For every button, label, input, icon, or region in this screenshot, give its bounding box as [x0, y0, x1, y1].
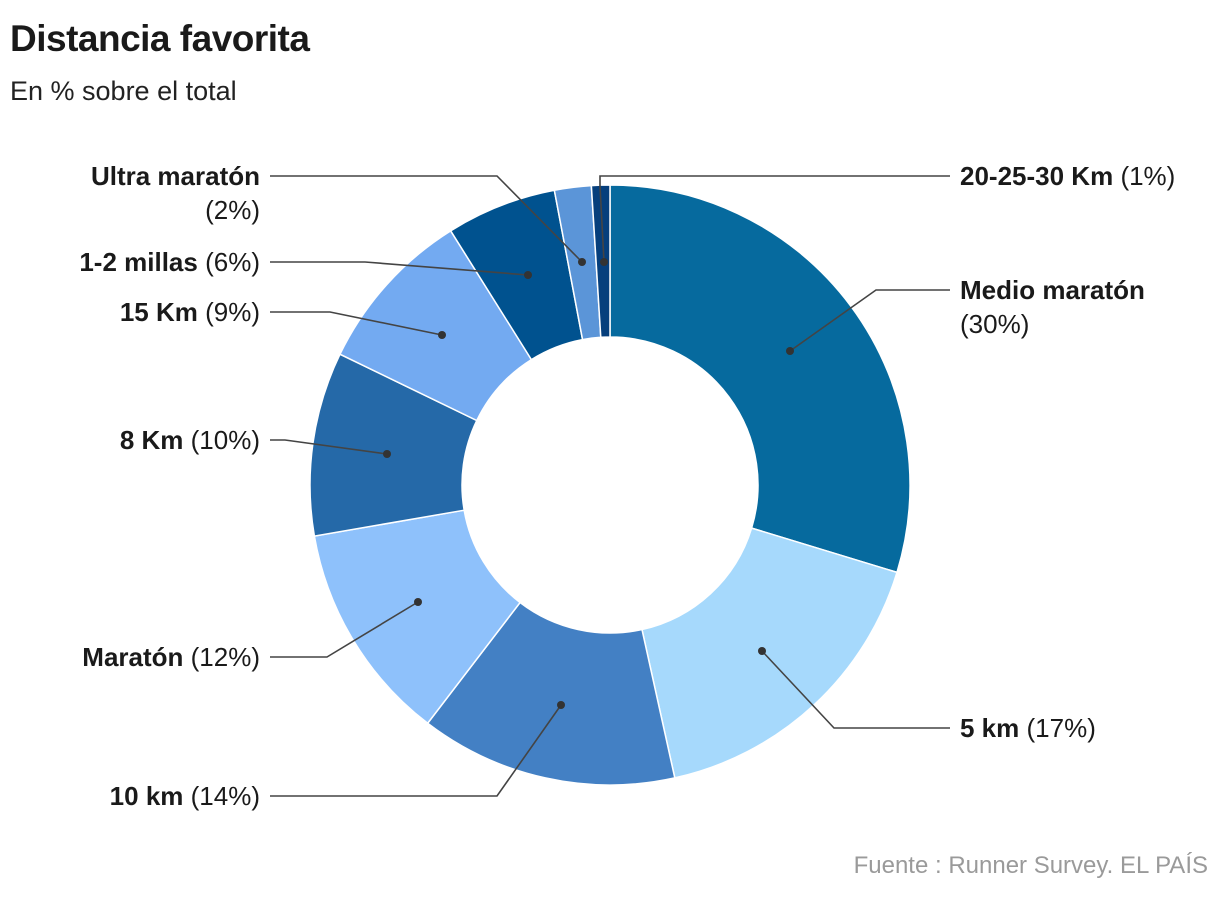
slice-label: Medio maratón (30%)	[960, 273, 1145, 341]
slice-label-value: (14%)	[190, 781, 260, 811]
leader-dot	[600, 258, 608, 266]
leader-line	[270, 311, 443, 336]
source-note: Fuente : Runner Survey. EL PAÍS	[853, 852, 1208, 879]
slice-label: Maratón (12%)	[82, 640, 260, 674]
leader-dot	[557, 701, 565, 709]
leader-line	[270, 175, 583, 263]
slice-label-name: 10 km	[109, 781, 184, 811]
slice-label-value: (1%)	[1120, 161, 1176, 191]
slice-label-value: (9%)	[205, 297, 260, 327]
slice-label-value: (10%)	[190, 425, 260, 455]
slice-label-name: 1-2 millas	[79, 247, 198, 277]
slice-label-name: Maratón	[82, 642, 184, 672]
leader-dot	[414, 598, 422, 606]
leader-dot	[524, 271, 532, 279]
slice-label: 8 Km (10%)	[120, 423, 260, 457]
slice-label: 15 Km (9%)	[120, 295, 260, 329]
slice-label-name: 8 Km	[119, 425, 184, 455]
slice-label-value: (12%)	[190, 642, 260, 672]
leader-dot	[578, 258, 586, 266]
leader-line	[270, 601, 419, 658]
leader-line	[761, 650, 950, 729]
slice-10-km	[426, 601, 676, 786]
leader-dot	[383, 450, 391, 458]
slice-label: 1-2 millas (6%)	[79, 245, 260, 279]
slice-label-value: (2%)	[205, 195, 260, 225]
leader-dot	[438, 331, 446, 339]
leader-line	[270, 439, 388, 455]
leader-line	[270, 261, 529, 276]
leader-dot	[786, 347, 794, 355]
leader-line	[789, 289, 950, 352]
slice-label-value: (17%)	[1026, 713, 1096, 743]
slice-label-name: 15 Km	[119, 297, 198, 327]
leader-line	[599, 175, 950, 263]
slice-label-name: 5 km	[960, 713, 1020, 743]
leader-line	[270, 704, 562, 797]
leader-dot	[758, 647, 766, 655]
slice-label-name: Medio maratón	[960, 275, 1145, 305]
slice-label-name: Ultra maratón	[90, 161, 260, 191]
slice-label: 20-25-30 Km (1%)	[960, 159, 1175, 193]
slice-marat-n	[313, 509, 522, 725]
chart-subtitle: En % sobre el total	[10, 76, 237, 106]
slice-medio-marat-n	[609, 184, 911, 574]
slice-label: 5 km (17%)	[960, 711, 1096, 745]
slice-5-km	[641, 527, 898, 779]
slice-label: Ultra maratón (2%)	[91, 159, 260, 227]
slice-label-value: (6%)	[205, 247, 260, 277]
slice-label-value: (30%)	[960, 309, 1030, 339]
slice-label: 10 km (14%)	[110, 779, 260, 813]
chart-title: Distancia favorita	[10, 18, 310, 59]
slice-label-name: 20-25-30 Km	[960, 161, 1114, 191]
